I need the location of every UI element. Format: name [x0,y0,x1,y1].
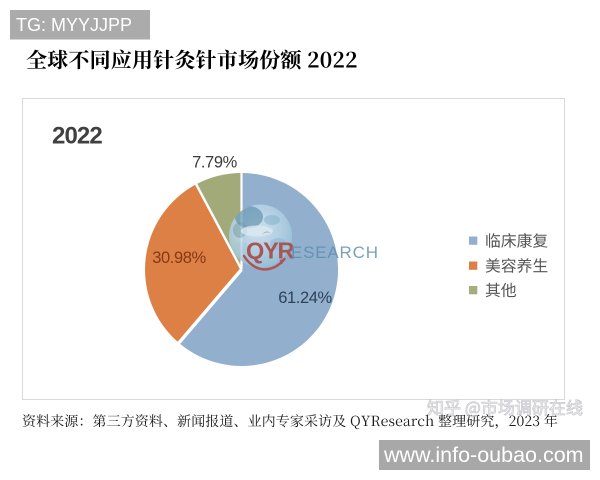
svg-text:2022: 2022 [52,123,102,150]
svg-text:61.24%: 61.24% [278,289,332,307]
svg-text:ESEARCH: ESEARCH [291,243,379,262]
svg-text:TG: MYYJJPP: TG: MYYJJPP [16,15,132,35]
svg-text:www.info-oubao.com: www.info-oubao.com [383,443,584,467]
svg-text:30.98%: 30.98% [152,249,206,267]
svg-text:7.79%: 7.79% [192,154,238,172]
svg-text:QYR: QYR [246,237,295,263]
